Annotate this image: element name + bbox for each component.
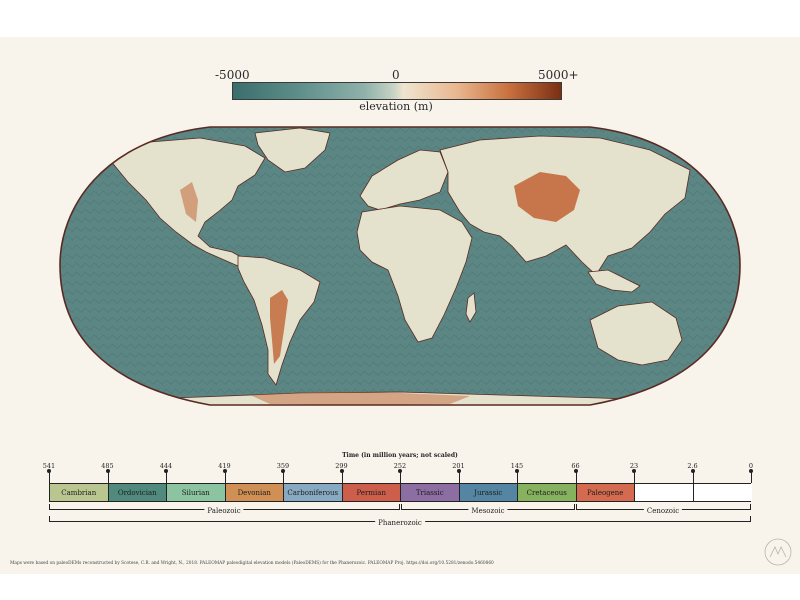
author-logo: [764, 538, 792, 566]
tick-line: [400, 471, 401, 483]
australia: [589, 301, 683, 366]
period-cambrian: Cambrian: [50, 484, 109, 501]
madagascar: [465, 292, 477, 323]
timeline-title: Time (in million years; not scaled): [342, 452, 458, 459]
tick-label-299: 299: [335, 462, 348, 470]
tick-label-419: 419: [218, 462, 231, 470]
tibetan-plateau: [514, 172, 580, 222]
tick-label-23: 23: [629, 462, 639, 470]
tick-line: [517, 471, 518, 483]
map-border: [59, 126, 741, 406]
period-triassic: Triassic: [401, 484, 460, 501]
period-ordovician: Ordovician: [108, 484, 167, 501]
period-blank-11: [693, 484, 752, 501]
legend-mid-label: 0: [392, 68, 400, 82]
tick-label-201: 201: [452, 462, 465, 470]
tick-label-66: 66: [571, 462, 580, 470]
period-blank-10: [635, 484, 694, 501]
tick-line: [49, 471, 50, 483]
elevation-legend-labels: -5000 0 5000+: [215, 68, 579, 82]
era-label-cenozoic: Cenozoic: [643, 507, 683, 515]
elevation-color-bar: [232, 82, 562, 100]
source-citation: Maps were based on paleoDEMs reconstruct…: [10, 561, 494, 566]
period-cretaceous: Cretaceous: [518, 484, 577, 501]
tick-label-252: 252: [393, 462, 407, 470]
tick-line: [341, 471, 343, 483]
africa: [356, 205, 473, 343]
legend-title: elevation (m): [359, 100, 433, 113]
period-row: Cambrian Ordovician Silurian Devonian Carbon…: [49, 483, 752, 502]
antarctica: [60, 391, 740, 405]
tick-label-485: 485: [101, 462, 114, 470]
legend-max-label: 5000+: [538, 68, 579, 82]
tick-label-359: 359: [276, 462, 290, 470]
tick-line: [634, 471, 635, 483]
new-zealand: [695, 359, 713, 383]
era-label-mesozoic: Mesozoic: [468, 507, 508, 515]
antarctic-highlands: [250, 392, 470, 405]
era-label-paleozoic: Paleozoic: [204, 507, 244, 515]
tick-line: [458, 471, 460, 483]
period-permian: Permian: [342, 484, 401, 501]
tick-line: [575, 471, 577, 483]
period-silurian: Silurian: [167, 484, 226, 501]
tick-label-145: 145: [510, 462, 524, 470]
tick-label-0: 0: [748, 462, 754, 470]
period-paleogene: Paleogene: [576, 484, 635, 501]
tick-line: [166, 471, 167, 483]
tick-label-2.6: 2.6: [687, 462, 698, 470]
indonesia: [587, 269, 641, 293]
tick-label-541: 541: [42, 462, 56, 470]
legend-min-label: -5000: [215, 68, 250, 82]
period-devonian: Devonian: [225, 484, 284, 501]
tick-line: [283, 471, 284, 483]
tick-line: [692, 471, 694, 483]
eon-label-phanerozoic: Phanerozoic: [375, 519, 425, 527]
andes-mountains: [270, 290, 288, 364]
tick-line: [107, 471, 109, 483]
tick-label-444: 444: [159, 462, 173, 470]
greenland: [254, 127, 331, 173]
tick-line: [751, 471, 752, 483]
period-jurassic: Jurassic: [459, 484, 518, 501]
period-carboniferous: Carboniferous: [284, 484, 343, 501]
tick-line: [224, 471, 226, 483]
rocky-mountains: [180, 182, 198, 222]
